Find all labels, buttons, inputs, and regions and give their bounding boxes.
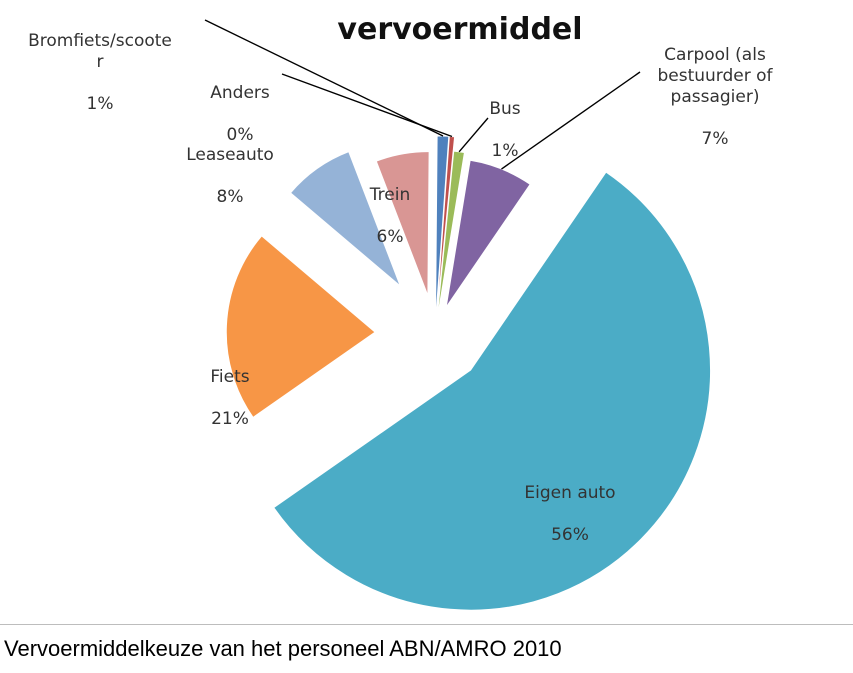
label-trein-value: 6% bbox=[376, 227, 404, 247]
label-trein: Trein 6% bbox=[355, 164, 425, 269]
leader-line-anders bbox=[281, 73, 453, 138]
label-bromfiets-value: 1% bbox=[86, 94, 114, 114]
label-eigen-auto-value: 56% bbox=[551, 525, 589, 545]
pie-slice-carpool bbox=[445, 159, 531, 308]
label-eigen-auto-name: Eigen auto bbox=[524, 483, 616, 503]
pie-slice-fiets bbox=[225, 235, 376, 419]
pie-slice-trein bbox=[375, 151, 430, 296]
label-bromfiets-name: Bromfiets/scoote r bbox=[28, 31, 172, 72]
label-bus-name: Bus bbox=[489, 99, 521, 119]
label-trein-name: Trein bbox=[369, 185, 411, 205]
pie-slice-eigen-auto bbox=[273, 171, 712, 611]
figure-caption: Vervoermiddelkeuze van het personeel ABN… bbox=[4, 636, 562, 661]
label-bromfiets: Bromfiets/scoote r 1% bbox=[0, 10, 200, 136]
label-leaseauto-name: Leaseauto bbox=[186, 145, 274, 165]
pie-chart: vervoermiddel Bromfiets/scoote r 1% Ande… bbox=[0, 10, 800, 611]
pie-slice-anders bbox=[435, 135, 456, 324]
label-carpool: Carpool (als bestuurder of passagier) 7% bbox=[630, 24, 800, 171]
label-anders-value: 0% bbox=[226, 125, 254, 145]
leader-line-bus bbox=[458, 117, 489, 153]
leader-line-carpool bbox=[501, 71, 641, 170]
label-leaseauto: Leaseauto 8% bbox=[170, 124, 290, 229]
leader-line-bromfiets bbox=[204, 19, 444, 137]
label-anders-name: Anders bbox=[210, 83, 270, 103]
label-carpool-name: Carpool (als bestuurder of passagier) bbox=[657, 45, 773, 107]
label-eigen-auto: Eigen auto 56% bbox=[500, 462, 640, 567]
pie-slice-leaseauto bbox=[289, 150, 401, 287]
label-carpool-value: 7% bbox=[701, 129, 729, 149]
label-anders: Anders 0% bbox=[190, 62, 290, 167]
pie-slice-bus bbox=[436, 150, 466, 324]
label-bus-value: 1% bbox=[491, 141, 519, 161]
label-bus: Bus 1% bbox=[470, 78, 540, 183]
label-fiets-name: Fiets bbox=[210, 367, 250, 387]
label-leaseauto-value: 8% bbox=[216, 187, 244, 207]
chart-title: vervoermiddel bbox=[337, 12, 583, 47]
label-fiets: Fiets 21% bbox=[180, 346, 280, 451]
caption-divider bbox=[0, 624, 853, 625]
pie-chart-svg bbox=[204, 19, 712, 611]
label-fiets-value: 21% bbox=[211, 409, 249, 429]
